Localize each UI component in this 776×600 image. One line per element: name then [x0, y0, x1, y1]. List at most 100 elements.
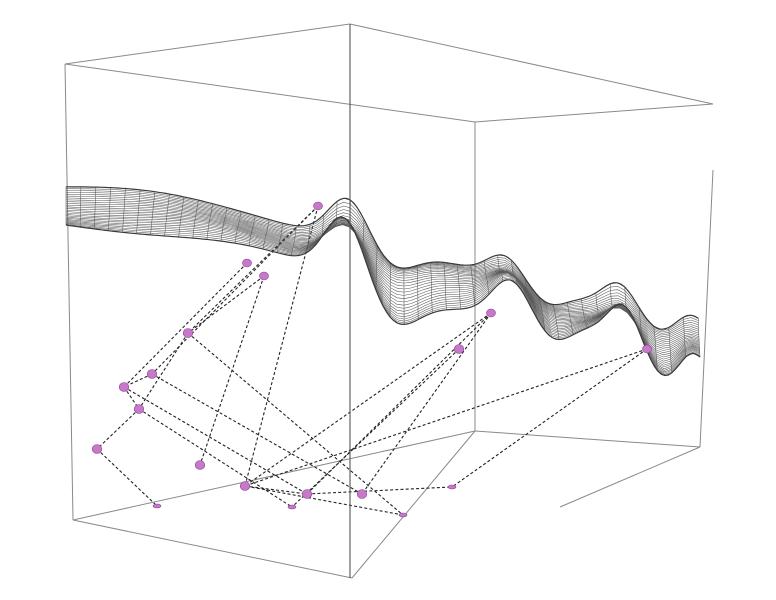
dashed-link: [306, 486, 453, 495]
surface-node: [313, 201, 323, 211]
floor-node: [301, 489, 313, 499]
surface-mesh-line: [65, 212, 700, 358]
box-edge-bottom-diagonal: [72, 430, 476, 521]
box-edge-bottom-back: [474, 430, 701, 448]
box-edge-bottom-front: [72, 519, 353, 579]
surface-mesh-crossline: [653, 326, 658, 372]
surface-mesh-crossline: [456, 264, 461, 310]
floor-node: [194, 460, 206, 470]
surface-mesh-crossline: [497, 255, 504, 282]
surface-mesh-line: [65, 203, 699, 345]
surface-mesh-line: [65, 193, 699, 336]
surface-mesh-crossline: [470, 264, 475, 306]
surface-mesh-crossline: [122, 188, 126, 233]
surface-mesh-crossline: [220, 207, 228, 242]
dashed-link: [244, 485, 404, 516]
surface-front-outline: [65, 216, 701, 377]
floor-nodes: [91, 328, 465, 518]
surface-nodes: [242, 201, 652, 354]
surface-mesh-line: [65, 217, 700, 368]
surface-node: [642, 344, 652, 354]
floor-node: [447, 484, 457, 490]
surface-mesh-line: [65, 190, 699, 333]
dashed-link: [151, 373, 363, 495]
surface-mesh-line: [65, 216, 700, 371]
surface-mesh-line: [65, 208, 700, 351]
box-edge-top-front: [64, 63, 476, 123]
dashed-link: [291, 348, 460, 508]
surface-mesh-crossline: [430, 262, 433, 313]
surface-mesh-crossline: [668, 327, 673, 373]
box-edge-top-left: [64, 23, 351, 65]
surface-mesh-line: [65, 215, 700, 362]
box-edge-top-back: [349, 23, 714, 105]
surface-mesh-crossline: [136, 189, 141, 234]
dashed-link: [451, 348, 648, 488]
surface-mesh-line: [65, 204, 700, 347]
dashed-link: [123, 386, 308, 495]
dashed-link: [306, 312, 492, 495]
surface-mesh-crossline: [206, 203, 213, 240]
surface-mesh-crossline: [698, 318, 701, 358]
wireframe-surface: [65, 186, 701, 377]
surface-mesh-line: [65, 214, 700, 360]
box-edge-right-vertical: [699, 169, 714, 448]
surface-node: [242, 258, 252, 268]
surface-mesh-crossline: [538, 296, 546, 331]
surface-node: [259, 271, 269, 281]
surface-mesh-line: [65, 209, 700, 353]
box-edge-left-vertical: [64, 63, 74, 521]
surface-mesh-line: [65, 211, 700, 356]
surface-mesh-crossline: [375, 245, 378, 291]
surface-mesh-crossline: [581, 298, 588, 329]
surface-mesh-crossline: [234, 211, 242, 244]
surface-mesh-crossline: [262, 219, 270, 250]
dashed-link: [187, 205, 319, 334]
floor-node: [91, 444, 103, 454]
surface-mesh-crossline: [150, 191, 156, 235]
dashed-link: [361, 312, 492, 495]
surface-mesh-line: [65, 199, 699, 341]
bounding-box-back-edges: [64, 23, 714, 579]
surface-mesh-crossline: [524, 278, 532, 308]
dashed-link: [244, 312, 492, 487]
surface-mesh-line: [65, 195, 699, 337]
surface-mesh-crossline: [108, 187, 111, 231]
surface-mesh-crossline: [361, 219, 365, 251]
surface-mesh-crossline: [248, 215, 256, 246]
floor-node: [356, 489, 368, 499]
surface-mesh-line: [65, 216, 700, 364]
surface-back-outline: [66, 186, 699, 330]
dashed-link: [244, 348, 648, 487]
surface-mesh-crossline: [443, 262, 447, 310]
surface-mesh-crossline: [291, 225, 297, 256]
dashed-link: [138, 408, 293, 508]
dashed-link: [244, 485, 308, 495]
surface-mesh-crossline: [305, 224, 311, 254]
dashed-link: [96, 408, 140, 450]
dashed-link: [138, 332, 189, 410]
surface-mesh-crossline: [511, 260, 518, 285]
surface-mesh-crossline: [192, 200, 199, 239]
surface-mesh-line: [65, 216, 700, 370]
surface-mesh-crossline: [552, 304, 560, 340]
surface-mesh-crossline: [416, 265, 419, 320]
surface-mesh-line: [65, 215, 700, 373]
box-edge-top-right: [474, 103, 714, 123]
surface-mesh-crossline: [389, 262, 391, 318]
surface-mesh-line: [65, 201, 699, 343]
box-edge-bottom-right-front: [559, 446, 701, 508]
floor-node: [118, 382, 130, 392]
floor-node: [133, 404, 145, 414]
floor-node: [453, 344, 465, 354]
surface-mesh-crossline: [178, 196, 185, 238]
dashed-link-network: [96, 205, 648, 516]
floor-node: [152, 503, 162, 509]
surface-mesh-crossline: [683, 317, 687, 357]
surface-mesh-crossline: [483, 260, 489, 295]
floor-node: [239, 481, 251, 491]
dashed-link: [96, 448, 158, 507]
surface-mesh-line: [65, 206, 700, 349]
